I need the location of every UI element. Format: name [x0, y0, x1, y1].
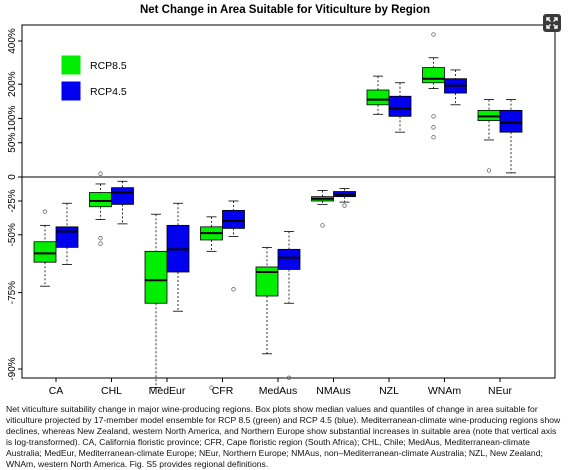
- expand-icon[interactable]: [543, 14, 561, 32]
- y-tick-label: -75%: [7, 281, 18, 304]
- outlier-point: [98, 236, 103, 241]
- chart-plot: 400% 200% 100%50% 0 -25% -50% -75% -90% CA CHL Med…: [7, 24, 556, 397]
- x-tick-label: NMAus: [316, 385, 350, 397]
- box-rcp85-ca: [33, 241, 57, 263]
- box-rcp45-chl: [111, 187, 134, 205]
- outlier-point: [486, 168, 492, 173]
- x-tick-label: WNAm: [428, 385, 461, 397]
- x-tick-label: MedEur: [149, 385, 186, 397]
- y-tick-label: 100%: [7, 106, 18, 132]
- box-rcp45-nzl: [388, 95, 412, 117]
- outlier-point: [342, 203, 347, 208]
- y-tick-label: -50%: [7, 223, 18, 246]
- x-tick-label: CFR: [212, 385, 234, 397]
- x-tick-label: MedAus: [259, 385, 298, 397]
- outlier-point: [209, 385, 214, 390]
- box-rcp85-nzl: [366, 89, 390, 106]
- outlier-point: [320, 223, 325, 228]
- outlier-point: [42, 209, 48, 214]
- x-tick-label: CHL: [101, 385, 122, 397]
- box-rcp45-neur: [499, 109, 523, 133]
- outlier-point: [231, 287, 236, 292]
- box-rcp85-medaus: [255, 266, 279, 297]
- y-tick-label: 400%: [7, 28, 18, 54]
- y-tick-label: -90%: [7, 357, 18, 380]
- x-tick-label: NZL: [379, 385, 399, 397]
- box-rcp45-medaus: [277, 248, 301, 270]
- box-rcp85-chl: [89, 192, 112, 208]
- chart-title: Net Change in Area Suitable for Viticult…: [139, 4, 431, 16]
- x-tick-label: NEur: [488, 385, 512, 397]
- legend-swatch-rcp85: [61, 55, 81, 75]
- box-rcp85-wnam: [422, 67, 445, 84]
- box-rcp45-ca: [55, 226, 79, 248]
- x-tick-label: CA: [49, 385, 64, 397]
- legend-label: RCP8.5: [90, 60, 127, 72]
- plot-frame: [21, 24, 556, 379]
- y-tick-label: 200%: [7, 71, 18, 97]
- outlier-point: [98, 171, 103, 176]
- outlier-point: [431, 125, 436, 130]
- box-rcp45-cfr: [222, 209, 245, 229]
- figure-caption: Net viticulture suitability change in ma…: [6, 404, 561, 469]
- outlier-point: [431, 114, 436, 119]
- legend-label: RCP4.5: [90, 86, 127, 98]
- y-tick-label: -25%: [7, 189, 18, 212]
- outlier-point: [431, 32, 436, 37]
- outlier-point: [286, 375, 292, 380]
- outlier-point: [98, 241, 103, 246]
- y-tick-label: 50%: [7, 133, 18, 153]
- legend-swatch-rcp45: [61, 81, 81, 101]
- box-rcp85-medeur: [144, 250, 168, 304]
- y-tick-label: 0: [7, 174, 18, 180]
- outlier-point: [431, 135, 436, 140]
